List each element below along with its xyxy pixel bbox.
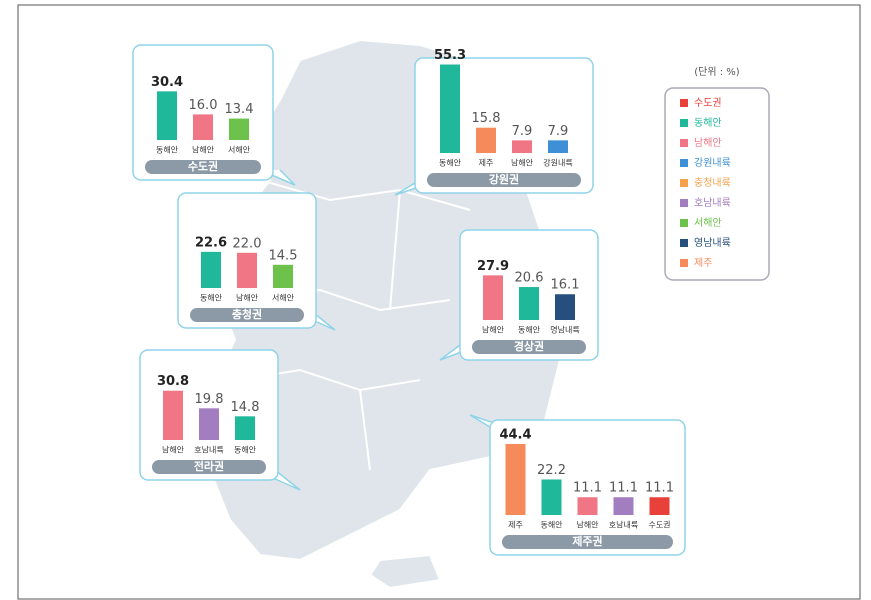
category-label: 동해안 bbox=[200, 293, 223, 303]
category-label: 남해안 bbox=[162, 445, 185, 455]
bar bbox=[512, 140, 532, 153]
value-label: 27.9 bbox=[477, 259, 509, 274]
category-label: 호남내륙 bbox=[194, 446, 223, 455]
value-label: 11.1 bbox=[645, 481, 674, 496]
legend-label: 영남내륙 bbox=[694, 237, 731, 249]
region-title: 경상권 bbox=[514, 339, 544, 353]
legend-swatch bbox=[680, 179, 688, 187]
legend-label: 남해안 bbox=[694, 136, 722, 149]
callout-box bbox=[489, 419, 686, 556]
bar bbox=[163, 390, 183, 440]
region-pill bbox=[472, 340, 586, 354]
bar bbox=[235, 416, 255, 440]
category-label: 남해안 bbox=[576, 520, 599, 530]
legend-label: 제주 bbox=[694, 257, 712, 269]
value-label: 30.8 bbox=[157, 374, 189, 389]
legend-swatch bbox=[680, 259, 688, 267]
bar bbox=[193, 114, 213, 140]
bar bbox=[483, 275, 503, 320]
legend-box bbox=[664, 87, 770, 281]
value-label: 16.1 bbox=[551, 278, 580, 293]
category-label: 서해안 bbox=[272, 293, 295, 303]
bar bbox=[229, 118, 249, 140]
value-label: 11.1 bbox=[609, 481, 638, 496]
category-label: 남해안 bbox=[511, 158, 534, 168]
category-label: 강원내륙 bbox=[543, 158, 572, 168]
region-title: 수도권 bbox=[188, 160, 218, 173]
category-label: 남해안 bbox=[236, 293, 259, 303]
category-label: 동해안 bbox=[234, 445, 257, 455]
bar bbox=[440, 64, 460, 153]
category-label: 남해안 bbox=[482, 325, 505, 335]
value-label: 20.6 bbox=[515, 271, 544, 286]
category-label: 남해안 bbox=[192, 145, 215, 155]
value-label: 22.2 bbox=[537, 463, 566, 478]
category-label: 영남내륙 bbox=[550, 325, 579, 335]
region-pill bbox=[502, 535, 673, 549]
value-label: 7.9 bbox=[548, 124, 569, 139]
region-pill bbox=[190, 308, 304, 322]
legend-label: 동해안 bbox=[694, 116, 722, 129]
value-label: 44.4 bbox=[499, 427, 531, 442]
bar bbox=[237, 252, 257, 288]
legend-label: 수도권 bbox=[694, 97, 722, 109]
bar bbox=[199, 408, 219, 440]
bar bbox=[555, 294, 575, 320]
legend-label: 호남내륙 bbox=[694, 197, 731, 209]
value-label: 55.3 bbox=[434, 48, 466, 63]
value-label: 22.0 bbox=[233, 236, 262, 251]
value-label: 30.4 bbox=[151, 75, 183, 90]
value-label: 16.0 bbox=[189, 98, 218, 113]
bar bbox=[649, 497, 670, 515]
category-label: 제주 bbox=[479, 159, 494, 168]
legend-swatch bbox=[680, 219, 688, 227]
bar bbox=[519, 287, 539, 320]
bar bbox=[201, 251, 221, 288]
bar bbox=[273, 264, 293, 288]
legend-label: 충청내륙 bbox=[694, 177, 731, 189]
region-pill bbox=[427, 173, 581, 187]
bar bbox=[505, 443, 526, 515]
category-label: 동해안 bbox=[540, 520, 563, 530]
legend-swatch bbox=[680, 199, 688, 207]
category-label: 서해안 bbox=[228, 145, 251, 155]
region-title: 충청권 bbox=[232, 307, 262, 321]
category-label: 동해안 bbox=[156, 145, 179, 155]
legend-label: 강원내륙 bbox=[694, 157, 731, 169]
value-label: 15.8 bbox=[472, 111, 501, 126]
bar bbox=[613, 497, 634, 515]
region-title: 제주권 bbox=[572, 534, 602, 548]
bar bbox=[577, 497, 598, 515]
value-label: 7.9 bbox=[512, 124, 533, 139]
legend-label: 서해안 bbox=[694, 216, 722, 229]
callout-box bbox=[132, 44, 274, 181]
category-label: 수도권 bbox=[648, 520, 670, 530]
bar bbox=[476, 127, 496, 153]
bar bbox=[548, 140, 568, 153]
category-label: 동해안 bbox=[439, 158, 462, 168]
unit-label: (단위 : %) bbox=[694, 65, 740, 78]
category-label: 동해안 bbox=[518, 325, 541, 335]
legend-swatch bbox=[680, 99, 688, 107]
category-label: 제주 bbox=[508, 521, 523, 530]
legend-swatch bbox=[680, 119, 688, 127]
value-label: 13.4 bbox=[225, 102, 254, 117]
legend-swatch bbox=[680, 159, 688, 167]
region-title: 전라권 bbox=[194, 459, 224, 473]
legend-swatch bbox=[680, 139, 688, 147]
value-label: 14.8 bbox=[231, 400, 260, 415]
region-pill bbox=[145, 160, 261, 174]
region-title: 강원권 bbox=[489, 172, 519, 186]
bar bbox=[541, 479, 562, 515]
category-label: 호남내륙 bbox=[609, 521, 638, 530]
value-label: 14.5 bbox=[269, 248, 298, 263]
bar bbox=[157, 91, 177, 140]
region-pill bbox=[152, 460, 266, 474]
value-label: 22.6 bbox=[195, 235, 227, 250]
value-label: 19.8 bbox=[195, 392, 224, 407]
legend-swatch bbox=[680, 239, 688, 247]
value-label: 11.1 bbox=[573, 481, 602, 496]
